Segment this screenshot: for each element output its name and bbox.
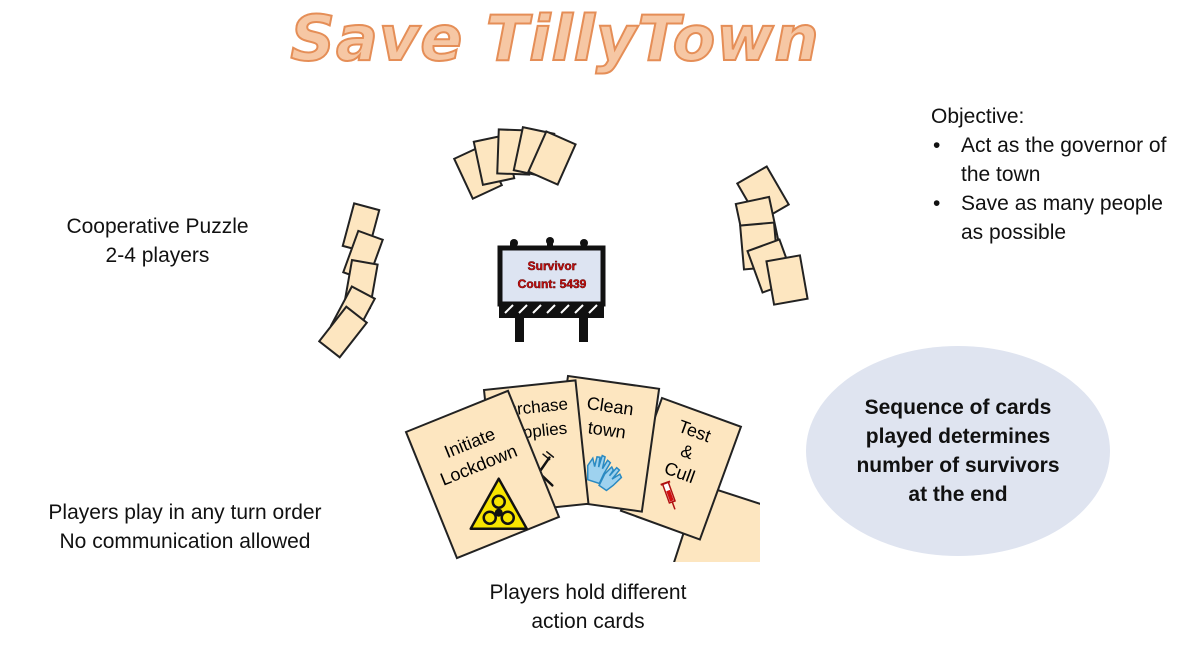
hand-caption-line: action cards bbox=[531, 610, 645, 633]
objective-item: • Save as many people as possible bbox=[933, 192, 1163, 244]
face-down-card bbox=[765, 254, 809, 306]
turn-rules: Players play in any turn order No commun… bbox=[30, 498, 340, 556]
survivor-billboard: Survivor Count: 5439 bbox=[497, 237, 606, 342]
player-info: Cooperative Puzzle 2-4 players bbox=[40, 212, 275, 270]
syringe-icon bbox=[660, 480, 677, 510]
hand-caption-line: Players hold different bbox=[489, 581, 687, 604]
survivor-label: Survivor bbox=[528, 259, 577, 273]
turn-rule-order: Players play in any turn order bbox=[48, 501, 322, 524]
player-info-mode: Cooperative Puzzle bbox=[66, 215, 249, 238]
hand-caption: Players hold different action cards bbox=[458, 578, 718, 636]
opponent-hand-left bbox=[318, 202, 385, 359]
opponent-hand-top bbox=[452, 125, 577, 201]
action-card-initiate-lockdown[interactable]: Initiate Lockdown bbox=[404, 389, 561, 560]
opponent-hand-right bbox=[734, 165, 809, 306]
objective-block: Objective: • Act as the governor of the t… bbox=[931, 102, 1181, 247]
sequence-note-line: number of survivors bbox=[856, 454, 1060, 477]
game-title: Save TillyTown bbox=[289, 1, 820, 76]
survivor-count: Count: 5439 bbox=[518, 277, 587, 291]
face-down-card bbox=[527, 130, 577, 186]
objective-item: • Act as the governor of the town bbox=[933, 134, 1167, 186]
sequence-note-line: played determines bbox=[865, 425, 1051, 448]
biohazard-icon bbox=[469, 477, 528, 530]
sequence-note-line: Sequence of cards bbox=[864, 396, 1052, 419]
face-down-card bbox=[318, 305, 369, 359]
player-hand: Test & Cull Clean town Purchase Supplies bbox=[404, 374, 760, 562]
objective-heading: Objective: bbox=[931, 105, 1025, 128]
player-info-count: 2-4 players bbox=[105, 244, 210, 267]
sequence-note-line: at the end bbox=[908, 483, 1008, 506]
sequence-note: Sequence of cards played determines numb… bbox=[806, 346, 1110, 556]
turn-rule-communication: No communication allowed bbox=[59, 530, 311, 553]
gloves-icon bbox=[586, 454, 623, 492]
